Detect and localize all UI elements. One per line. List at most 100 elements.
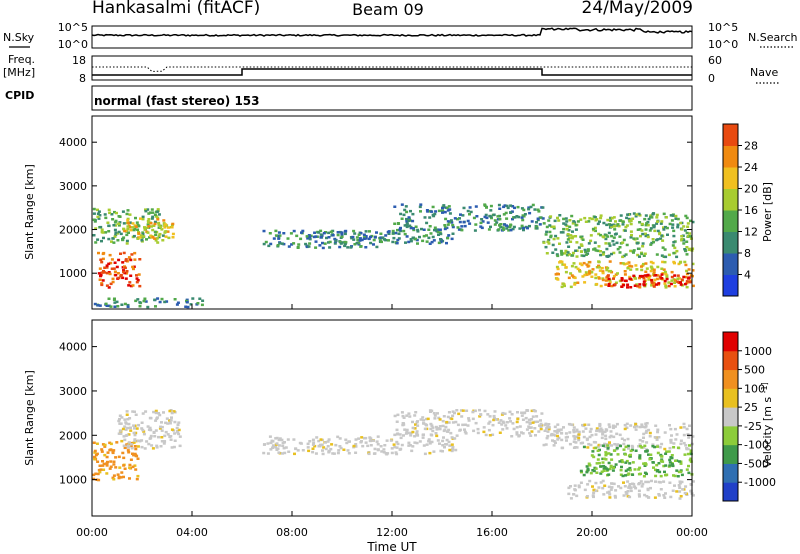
range-time-cell <box>679 462 683 465</box>
range-time-cell <box>373 447 377 451</box>
range-time-cell <box>553 425 557 429</box>
range-time-cell <box>94 241 98 244</box>
range-time-cell <box>97 272 101 275</box>
range-time-cell <box>589 443 593 447</box>
range-time-cell <box>459 213 462 216</box>
range-time-cell <box>438 231 442 234</box>
range-time-cell <box>616 443 620 446</box>
range-time-cell <box>277 231 281 234</box>
range-time-cell <box>634 264 638 267</box>
range-time-cell <box>497 421 501 424</box>
range-time-cell <box>120 439 124 443</box>
range-time-cell <box>632 249 636 252</box>
range-time-cell <box>360 440 363 443</box>
range-time-cell <box>663 279 667 283</box>
range-time-cell <box>582 261 586 265</box>
range-time-cell <box>311 450 315 454</box>
nave-tick-bottom: 0 <box>708 72 715 85</box>
range-time-cell <box>107 271 111 274</box>
range-time-cell <box>392 236 396 240</box>
range-time-cell <box>653 496 657 499</box>
range-time-cell <box>395 428 399 432</box>
range-time-cell <box>160 421 163 424</box>
range-time-cell <box>608 493 612 496</box>
range-time-cell <box>573 276 577 280</box>
range-time-cell <box>518 425 522 428</box>
range-time-cell <box>122 475 125 479</box>
range-time-cell <box>418 440 422 443</box>
range-time-cell <box>623 427 627 431</box>
velocity-heatmap <box>92 408 695 500</box>
range-time-cell <box>515 431 519 434</box>
range-time-cell <box>675 255 679 259</box>
range-time-cell <box>493 223 497 226</box>
range-time-cell <box>105 472 109 475</box>
range-time-cell <box>438 228 442 231</box>
range-time-cell <box>338 437 342 440</box>
x-tick-label: 00:00 <box>676 526 708 539</box>
range-time-cell <box>569 240 573 243</box>
range-time-cell <box>123 229 127 233</box>
range-time-cell <box>168 419 171 422</box>
range-time-cell <box>411 212 415 216</box>
range-time-cell <box>367 452 371 456</box>
range-time-cell <box>530 418 534 421</box>
range-time-cell <box>583 216 587 220</box>
range-time-cell <box>637 247 641 250</box>
range-time-cell <box>135 221 139 224</box>
range-time-cell <box>338 245 342 249</box>
range-time-cell <box>637 493 641 496</box>
range-time-cell <box>453 437 457 440</box>
range-time-cell <box>384 234 388 237</box>
noise-left-tick-bottom: 10^0 <box>58 38 88 51</box>
range-time-cell <box>652 271 656 274</box>
range-time-cell <box>611 469 615 472</box>
range-time-cell <box>122 236 126 239</box>
range-time-cell <box>628 455 632 458</box>
range-time-cell <box>649 260 653 264</box>
range-time-cell <box>329 230 333 234</box>
range-time-cell <box>505 224 508 227</box>
range-time-cell <box>269 448 273 451</box>
range-time-cell <box>443 446 446 449</box>
range-time-cell <box>168 422 172 425</box>
range-time-cell <box>594 481 598 485</box>
range-time-cell <box>277 444 281 447</box>
range-time-cell <box>160 440 164 443</box>
range-time-cell <box>573 281 577 285</box>
range-time-cell <box>644 422 648 425</box>
range-time-cell <box>411 236 415 240</box>
range-time-cell <box>644 450 648 453</box>
range-time-cell <box>576 267 580 271</box>
range-time-cell <box>472 429 476 433</box>
range-time-cell <box>433 228 436 232</box>
range-time-cell <box>105 464 109 467</box>
range-time-cell <box>170 411 174 415</box>
range-time-cell <box>141 215 145 219</box>
range-time-cell <box>450 221 454 224</box>
range-time-cell <box>153 298 157 302</box>
range-time-cell <box>607 242 611 245</box>
range-time-cell <box>331 452 335 455</box>
range-time-cell <box>354 438 358 441</box>
range-time-cell <box>434 425 438 429</box>
range-time-cell <box>103 213 107 216</box>
range-time-cell <box>642 280 646 283</box>
range-time-cell <box>535 225 539 228</box>
range-time-cell <box>638 482 641 485</box>
range-time-cell <box>429 427 433 431</box>
range-time-cell <box>423 216 427 219</box>
range-time-cell <box>644 262 648 265</box>
range-time-cell <box>334 239 338 242</box>
range-time-cell <box>463 224 467 228</box>
range-time-cell <box>575 446 579 449</box>
range-time-cell <box>644 232 647 236</box>
range-time-cell <box>527 207 531 211</box>
range-time-cell <box>463 423 467 426</box>
range-time-cell <box>450 417 454 421</box>
range-time-cell <box>656 445 659 448</box>
range-time-cell <box>608 244 612 247</box>
range-time-cell <box>572 220 576 223</box>
range-time-cell <box>453 411 456 415</box>
range-time-cell <box>649 453 653 456</box>
